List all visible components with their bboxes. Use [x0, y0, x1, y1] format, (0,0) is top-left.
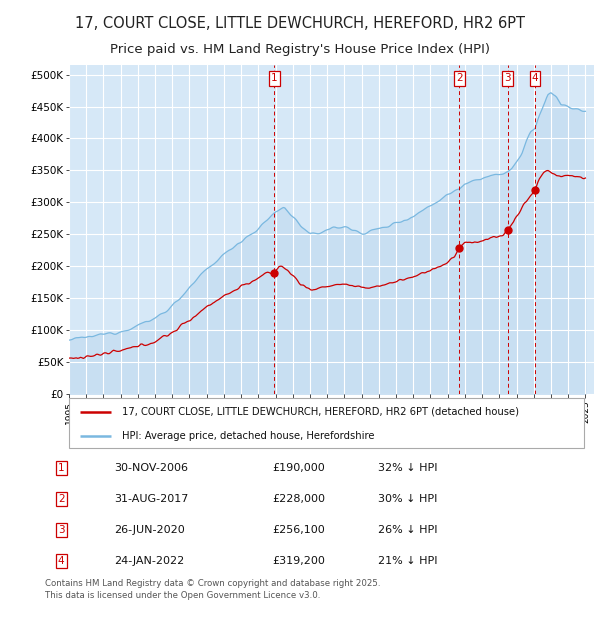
Text: £228,000: £228,000 [272, 494, 325, 504]
Text: 21% ↓ HPI: 21% ↓ HPI [377, 556, 437, 566]
Text: 31-AUG-2017: 31-AUG-2017 [114, 494, 188, 504]
Text: 17, COURT CLOSE, LITTLE DEWCHURCH, HEREFORD, HR2 6PT (detached house): 17, COURT CLOSE, LITTLE DEWCHURCH, HEREF… [121, 407, 518, 417]
Text: 26% ↓ HPI: 26% ↓ HPI [377, 525, 437, 535]
Text: £256,100: £256,100 [272, 525, 325, 535]
Text: Price paid vs. HM Land Registry's House Price Index (HPI): Price paid vs. HM Land Registry's House … [110, 43, 490, 56]
FancyBboxPatch shape [69, 399, 583, 448]
Text: 1: 1 [58, 463, 65, 473]
Text: 3: 3 [505, 74, 511, 84]
Text: 24-JAN-2022: 24-JAN-2022 [114, 556, 184, 566]
Text: £319,200: £319,200 [272, 556, 325, 566]
Text: 4: 4 [532, 74, 538, 84]
Text: 26-JUN-2020: 26-JUN-2020 [114, 525, 185, 535]
Text: 17, COURT CLOSE, LITTLE DEWCHURCH, HEREFORD, HR2 6PT: 17, COURT CLOSE, LITTLE DEWCHURCH, HEREF… [75, 16, 525, 31]
Text: 30-NOV-2006: 30-NOV-2006 [114, 463, 188, 473]
Text: 2: 2 [456, 74, 463, 84]
Text: £190,000: £190,000 [272, 463, 325, 473]
Text: 4: 4 [58, 556, 65, 566]
Text: 32% ↓ HPI: 32% ↓ HPI [377, 463, 437, 473]
Text: Contains HM Land Registry data © Crown copyright and database right 2025.
This d: Contains HM Land Registry data © Crown c… [44, 578, 380, 600]
Text: HPI: Average price, detached house, Herefordshire: HPI: Average price, detached house, Here… [121, 432, 374, 441]
Text: 3: 3 [58, 525, 65, 535]
Text: 30% ↓ HPI: 30% ↓ HPI [377, 494, 437, 504]
Text: 2: 2 [58, 494, 65, 504]
Text: 1: 1 [271, 74, 277, 84]
